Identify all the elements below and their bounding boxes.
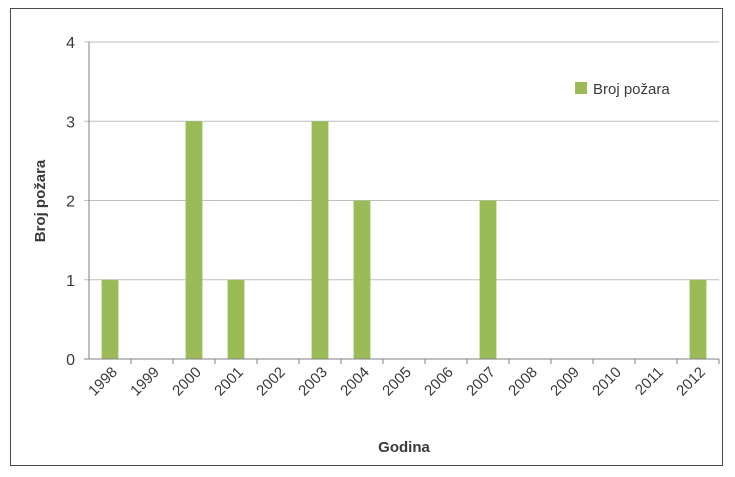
x-tick-label: 2005 bbox=[379, 364, 415, 400]
x-tick-label: 2001 bbox=[211, 364, 247, 400]
x-axis-label: Godina bbox=[378, 439, 430, 456]
x-tick-label: 2000 bbox=[169, 364, 205, 400]
y-tick-label: 3 bbox=[66, 114, 75, 131]
y-tick-label: 1 bbox=[66, 273, 75, 290]
x-tick-labels: 1998 1999 2000 2001 2002 2003 2004 2005 2006 2007… bbox=[85, 364, 709, 400]
bar-2003 bbox=[311, 121, 329, 359]
bar-2004 bbox=[353, 200, 371, 359]
bars bbox=[101, 121, 707, 359]
x-tick-label: 2009 bbox=[547, 364, 583, 400]
x-tick-label: 2003 bbox=[295, 364, 331, 400]
gridlines bbox=[84, 41, 719, 281]
x-tick-label: 2006 bbox=[421, 364, 457, 400]
legend-label: Broj požara bbox=[593, 81, 670, 98]
y-tick-label: 4 bbox=[66, 35, 75, 52]
y-tick-label: 0 bbox=[66, 352, 75, 369]
x-tick-label: 2010 bbox=[589, 364, 625, 400]
legend: Broj požara bbox=[575, 81, 670, 98]
x-tick-label: 1998 bbox=[85, 364, 121, 400]
bar-2012 bbox=[689, 279, 707, 359]
axes bbox=[84, 42, 720, 364]
x-tick-label: 2004 bbox=[337, 364, 373, 400]
bar-2001 bbox=[227, 279, 245, 359]
x-tick-label: 2011 bbox=[632, 364, 667, 399]
bar-2000 bbox=[185, 121, 203, 359]
bar-1998 bbox=[101, 279, 119, 359]
x-tick-label: 2008 bbox=[505, 364, 541, 400]
x-tick-label: 2007 bbox=[463, 364, 499, 400]
y-tick-label: 2 bbox=[66, 194, 75, 211]
legend-swatch bbox=[575, 82, 587, 94]
x-tick-label: 2012 bbox=[673, 364, 709, 400]
y-axis-label: Broj požara bbox=[32, 159, 49, 242]
x-tick-label: 2002 bbox=[253, 364, 289, 400]
y-tick-labels: 0 1 2 3 4 bbox=[66, 35, 75, 369]
x-tick-label: 1999 bbox=[127, 364, 163, 400]
bar-2007 bbox=[479, 200, 497, 359]
